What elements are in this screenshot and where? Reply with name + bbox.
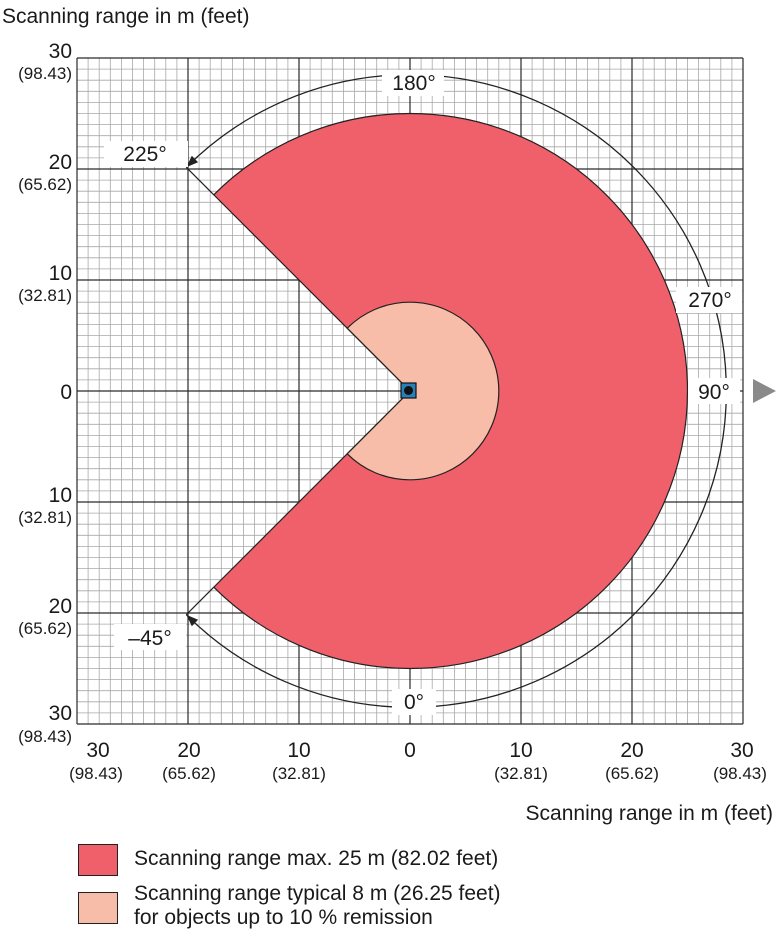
y-axis-title: Scanning range in m (feet): [2, 5, 249, 28]
x-tick-m: 0: [404, 739, 416, 762]
legend-text-typical-line2: for objects up to 10 % remission: [134, 906, 433, 929]
extension-line: [185, 166, 215, 196]
angle-label-270: 270°: [688, 289, 731, 312]
x-tick-m: 20: [620, 739, 643, 762]
y-tick-m: 20: [49, 151, 72, 174]
sensor-lens-icon: [404, 386, 413, 395]
x-tick-m: 30: [730, 739, 753, 762]
y-tick-m: 20: [49, 595, 72, 618]
y-tick-m: 10: [49, 484, 72, 507]
x-tick-m: 20: [177, 739, 200, 762]
y-tick-m: 30: [49, 702, 72, 725]
x-tick-m: 30: [86, 739, 109, 762]
y-tick-ft: (65.62): [18, 175, 72, 194]
scan-direction-arrow-icon: [753, 379, 776, 403]
y-tick-m: 0: [60, 381, 72, 404]
typical-scan-field: [346, 301, 500, 481]
legend-item-typical: Scanning range typical 8 m (26.25 feet) …: [78, 882, 768, 930]
legend-swatch-max: [78, 844, 118, 876]
x-tick-ft: (32.81): [494, 764, 548, 783]
y-tick-m: 30: [49, 40, 72, 63]
angle-label-minus-45: –45°: [128, 627, 171, 650]
legend-text-typical-line1: Scanning range typical 8 m (26.25 feet): [134, 882, 501, 905]
legend-item-max: Scanning range max. 25 m (82.02 feet): [78, 844, 768, 876]
dimension-arrow-icon: [186, 614, 199, 627]
extension-line: [185, 586, 215, 616]
x-tick-ft: (98.43): [69, 764, 123, 783]
y-tick-m: 10: [49, 262, 72, 285]
scanning-range-diagram: 180° 225° 270° 90° 0° –45° Scanning rang…: [2, 5, 776, 825]
angle-labels: 180° 225° 270° 90° 0° –45°: [104, 70, 742, 715]
x-axis-title: Scanning range in m (feet): [526, 802, 773, 825]
y-tick-ft: (65.62): [18, 619, 72, 638]
angle-label-180: 180°: [392, 72, 435, 95]
y-tick-ft: (98.43): [18, 727, 72, 746]
x-tick-m: 10: [509, 739, 532, 762]
x-tick-m: 10: [287, 739, 310, 762]
x-tick-ft: (65.62): [162, 764, 216, 783]
angle-label-225: 225°: [123, 143, 166, 166]
legend-label-max: Scanning range max. 25 m (82.02 feet): [134, 844, 498, 871]
angle-label-0: 0°: [404, 691, 424, 714]
scan-fields: [212, 112, 689, 670]
legend-swatch-typical: [78, 892, 118, 924]
dimension-arrow-icon: [186, 155, 199, 168]
x-tick-ft: (98.43): [713, 764, 767, 783]
x-tick-ft: (32.81): [272, 764, 326, 783]
angle-label-90: 90°: [698, 381, 730, 404]
y-tick-ft: (32.81): [18, 286, 72, 305]
x-tick-ft: (65.62): [605, 764, 659, 783]
x-tick-labels: 30 (98.43) 20 (65.62) 10 (32.81) 0 10 (3…: [69, 739, 767, 783]
legend-text-max: Scanning range max. 25 m (82.02 feet): [134, 847, 499, 870]
y-tick-ft: (32.81): [18, 508, 72, 527]
y-tick-labels: 30 (98.43) 20 (65.62) 10 (32.81) 0 10 (3…: [18, 40, 72, 746]
y-tick-ft: (98.43): [18, 64, 72, 83]
legend-label-typical: Scanning range typical 8 m (26.25 feet) …: [134, 882, 501, 930]
